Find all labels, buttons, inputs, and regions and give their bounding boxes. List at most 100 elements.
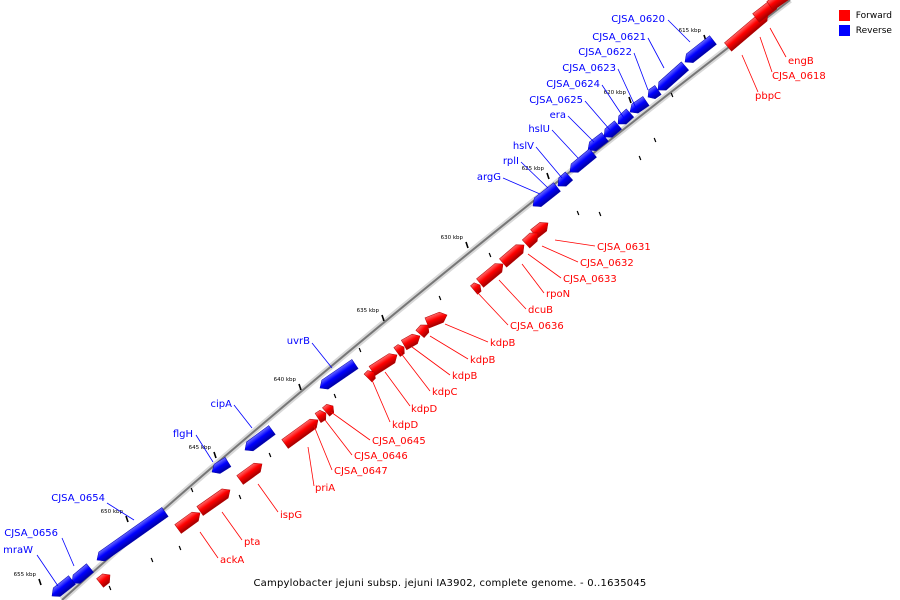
gene-label: CJSA_0636 [510,321,564,332]
minor-tick [150,557,154,563]
callout-line [554,239,596,247]
legend-forward-label: Forward [855,10,892,21]
gene-label: era [550,110,566,121]
minor-tick [108,585,112,591]
callout-line [221,511,243,541]
forward-gene [499,244,525,268]
tick-label: 650 kbp [101,509,124,515]
gene-label: argG [477,172,501,183]
forward-gene [521,232,539,249]
callout-line [233,404,253,429]
gene-label: kdpC [432,387,457,398]
reverse-swatch [838,25,850,36]
gene-label: hslV [513,141,534,152]
reverse-gene [569,148,597,173]
callout-line [311,342,333,369]
tick-label: 620 kbp [604,90,627,96]
forward-gene [96,573,111,588]
callout-line [498,279,527,310]
callout-line [667,19,691,43]
gene-label: CJSA_0618 [772,71,826,82]
callout-line [769,27,787,58]
gene-label: CJSA_0632 [580,258,634,269]
callout-line [199,531,219,559]
minor-tick [638,155,642,161]
callout-line [257,483,279,513]
forward-gene [363,370,376,383]
forward-gene [196,488,231,516]
forward-gene [424,311,448,329]
callout-line [313,425,333,471]
tick-label: 640 kbp [274,377,297,383]
gene-label: kdpD [392,420,418,431]
callout-line [527,253,562,279]
tick-mark [298,383,302,391]
callout-line [371,379,391,423]
gene-label: cipA [211,399,233,410]
gene-label: CJSA_0621 [592,32,646,43]
forward-gene [236,462,263,485]
minor-tick [358,347,362,353]
gene-label: pbpC [755,91,781,102]
gene-label: priA [315,483,335,494]
reverse-gene [532,182,561,207]
backbone [59,0,792,600]
minor-tick [268,452,272,458]
callout-line [502,177,541,195]
callout-line [195,434,214,463]
callout-line [633,52,649,91]
callout-line [307,446,315,487]
minor-tick [238,494,242,500]
tick-mark [628,96,632,104]
reverse-gene [51,575,76,597]
forward-gene [415,324,430,339]
forward-swatch [838,10,850,21]
gene-label: CJSA_0633 [563,274,617,285]
callout-line [61,537,75,567]
gene-label: CJSA_0645 [372,436,426,447]
callout-line [617,68,637,109]
callout-line [759,36,773,73]
tick-mark [465,241,469,249]
gene-label: rplI [503,156,519,167]
gene-label: kdpB [470,355,495,366]
gene-label: ackA [220,555,244,566]
reverse-gene [629,96,650,114]
callout-line [541,245,579,263]
forward-gene [322,403,335,417]
reverse-gene [647,85,662,99]
callout-line [384,371,411,407]
reverse-gene [557,171,574,187]
tick-label: 635 kbp [357,308,380,314]
tick-mark [213,451,217,459]
minor-tick [598,211,602,217]
tick-mark [125,515,129,523]
gene-label: dcuB [528,305,553,316]
callout-line [330,411,371,441]
callout-line [399,351,431,392]
reverse-gene [211,456,232,474]
gene-label: CJSA_0622 [578,47,632,58]
legend-reverse: Reverse [838,23,892,38]
tick-mark [381,314,385,322]
callout-line [551,129,579,159]
gene-label: CJSA_0647 [334,466,388,477]
callout-line [520,161,549,189]
minor-tick [190,487,194,493]
callout-line [567,115,595,143]
callout-line [476,291,509,326]
reverse-gene [657,61,690,91]
gene-label: CJSA_0623 [562,63,616,74]
gene-label: kdpB [452,371,477,382]
gene-label: CJSA_0620 [611,14,665,25]
gene-label: CJSA_0631 [597,242,651,253]
minor-tick [670,92,674,98]
gene-label: flgH [173,429,193,440]
callout-line [521,263,545,294]
callouts-layer: engB CJSA_0618 pbpC CJSA_0620 CJSA_0621 CJSA_… [3,14,826,587]
callout-line [535,146,563,179]
gene-label: pta [244,537,260,548]
gene-label: engB [788,56,814,67]
minor-tick [178,545,182,551]
